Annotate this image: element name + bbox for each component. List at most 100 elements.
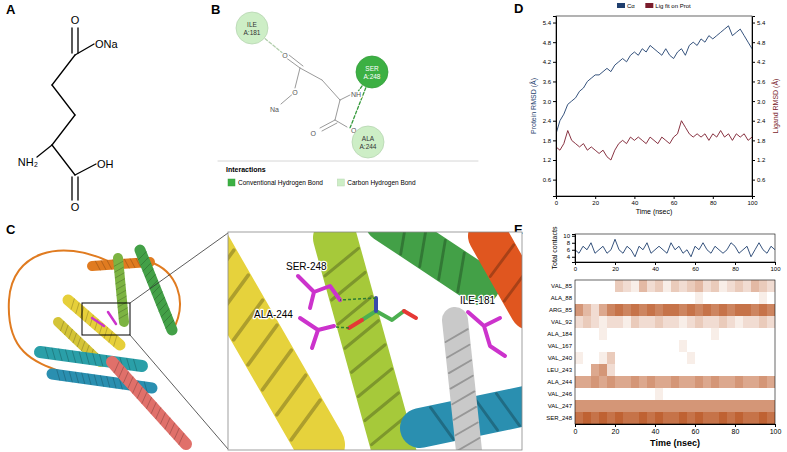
heat-cell [663, 292, 671, 304]
heat-cell [607, 328, 615, 340]
heat-cell [735, 364, 743, 376]
tick-mark [655, 262, 656, 265]
helix-turn [114, 362, 119, 373]
heat-cell [671, 340, 679, 352]
tick: 4.8 [752, 40, 766, 46]
helix-turn [345, 321, 378, 349]
heat-cell [767, 352, 775, 364]
heat-cell [631, 376, 639, 388]
heat-cell [767, 292, 775, 304]
heat-cell [759, 412, 767, 424]
zoom-box [82, 303, 130, 335]
heat-cell [647, 352, 655, 364]
protein-cartoon: SER-248ALA-244ILE-181 [9, 215, 530, 452]
tick-mark [752, 81, 755, 82]
helix-turn [119, 308, 128, 313]
figure: ABCDEOONaNH₂OHOOONaNHOOILEA:181SERA:248A… [0, 0, 787, 452]
heat-cell [647, 292, 655, 304]
tick-mark [595, 196, 596, 199]
heat-cell [687, 280, 695, 292]
tick: 3.6 [543, 79, 556, 85]
heat-cell [695, 352, 703, 364]
heat-cell [767, 328, 775, 340]
helix-turn [123, 372, 128, 383]
heat-cell [583, 400, 591, 412]
helix-turn [160, 413, 165, 424]
heat-cell [615, 340, 623, 352]
plot-frame [575, 234, 775, 262]
row-label: LEU_243 [547, 367, 573, 373]
helix-turn [439, 240, 446, 279]
heat-cell [639, 376, 647, 388]
tick: 1.8 [752, 138, 766, 144]
heat-cell [703, 400, 711, 412]
tick-mark [572, 257, 575, 258]
stick [362, 311, 404, 320]
heat-cell [615, 316, 623, 328]
tick-mark [553, 140, 556, 141]
heat-cell [591, 376, 599, 388]
helix-turn [134, 359, 137, 370]
heat-cell [607, 316, 615, 328]
tick-mark [775, 424, 776, 427]
tick: 3.0 [752, 99, 766, 105]
heat-cell [751, 280, 759, 292]
axis: 020406080100 [574, 424, 782, 435]
tick-mark [553, 62, 556, 63]
heat-cell [727, 280, 735, 292]
tick: 100 [770, 262, 781, 272]
tick-label: 60 [692, 428, 700, 435]
residue-name: SER [365, 65, 379, 72]
helix-turn [82, 341, 85, 350]
heat-cell [735, 328, 743, 340]
heat-cell [743, 364, 751, 376]
heat-cell [703, 316, 711, 328]
axis-line [753, 17, 756, 197]
tick-mark [615, 262, 616, 265]
heat-cell [679, 412, 687, 424]
tick-mark [695, 262, 696, 265]
heat-cell [679, 292, 687, 304]
heat-cell [623, 304, 631, 316]
tick-label: 4 [567, 254, 571, 260]
heat-cell [671, 388, 679, 400]
heat-cell [735, 316, 743, 328]
heat-cell [735, 412, 743, 424]
heat-cell [663, 352, 671, 364]
helix-turn [155, 292, 163, 300]
heat-cell [751, 328, 759, 340]
heat-cell [751, 376, 759, 388]
heat-cell [751, 292, 759, 304]
heat-cell [727, 352, 735, 364]
heat-cell [711, 388, 719, 400]
tick-label: 60 [671, 200, 678, 206]
heat-cell [647, 388, 655, 400]
interaction-line [340, 298, 376, 300]
tick-label: 3.6 [757, 79, 766, 85]
tick-label: 100 [770, 266, 781, 272]
heat-cell [679, 352, 687, 364]
helix [228, 245, 320, 445]
tick-mark [752, 101, 755, 102]
heat-cell [767, 388, 775, 400]
heat-cell [703, 412, 711, 424]
heat-cell [719, 376, 727, 388]
heat-cell [727, 376, 735, 388]
helix-turn [504, 269, 522, 301]
tick-mark [752, 180, 755, 181]
heat-cell [743, 328, 751, 340]
heat-cell [583, 340, 591, 352]
heat-cell [639, 292, 647, 304]
tick-label: 40 [632, 200, 639, 206]
heat-cell [727, 400, 735, 412]
axis: 46810 [563, 233, 575, 262]
tick-mark [752, 42, 755, 43]
helix-turn [104, 328, 107, 338]
tick-mark [655, 424, 656, 427]
heat-cell [679, 364, 687, 376]
heat-cell [607, 292, 615, 304]
helix-turn [66, 350, 69, 361]
row-label: VAL_240 [548, 355, 573, 361]
heat-cell [599, 340, 607, 352]
tick-mark [752, 121, 755, 122]
